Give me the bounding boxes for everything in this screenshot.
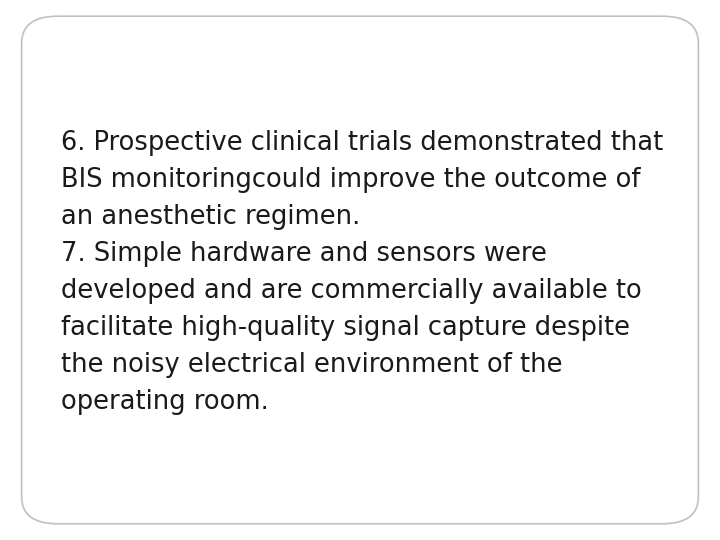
FancyBboxPatch shape bbox=[22, 16, 698, 524]
Text: 6. Prospective clinical trials demonstrated that
BIS monitoringcould improve the: 6. Prospective clinical trials demonstra… bbox=[61, 130, 663, 415]
